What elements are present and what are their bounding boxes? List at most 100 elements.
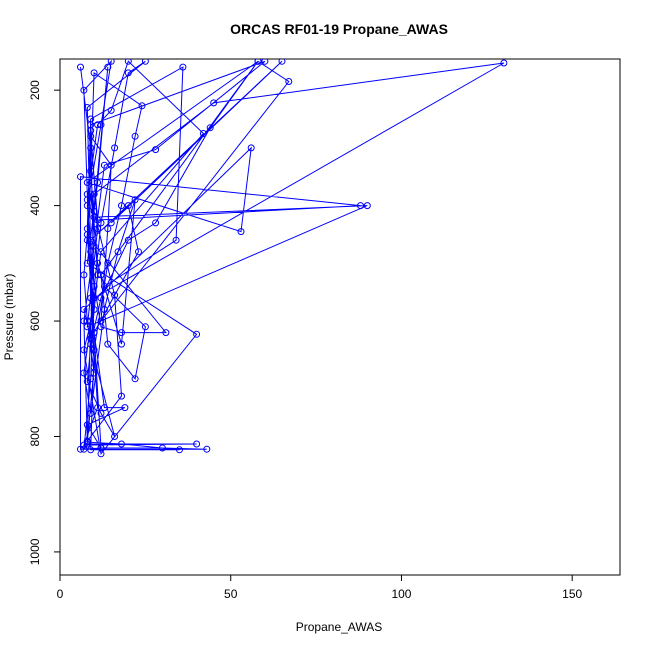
data-point bbox=[90, 369, 98, 377]
data-point bbox=[118, 202, 125, 210]
chart-title: ORCAS RF01-19 Propane_AWAS bbox=[230, 21, 448, 37]
data-point bbox=[87, 446, 95, 454]
data-point bbox=[162, 329, 170, 337]
data-point bbox=[80, 86, 88, 94]
data-point bbox=[124, 202, 132, 210]
data-layer bbox=[77, 59, 508, 458]
data-point bbox=[158, 444, 166, 452]
data-point bbox=[94, 225, 102, 233]
plot-frame bbox=[59, 58, 621, 576]
x-tick-label: 0 bbox=[57, 587, 64, 601]
data-point bbox=[100, 282, 108, 290]
data-point bbox=[83, 196, 91, 204]
data-point bbox=[80, 445, 88, 453]
data-point bbox=[107, 219, 115, 227]
data-point bbox=[94, 121, 102, 129]
data-point bbox=[90, 346, 98, 354]
data-point bbox=[83, 317, 91, 325]
data-point bbox=[77, 445, 84, 453]
data-point bbox=[83, 421, 91, 429]
data-point bbox=[111, 144, 119, 152]
data-point bbox=[87, 167, 95, 175]
data-point bbox=[100, 161, 108, 169]
data-point bbox=[124, 59, 132, 65]
data-point bbox=[210, 99, 218, 107]
data-point bbox=[94, 259, 102, 267]
data-point bbox=[141, 323, 149, 331]
data-point bbox=[199, 130, 207, 137]
data-point bbox=[193, 330, 201, 338]
data-point bbox=[114, 248, 122, 256]
data-point bbox=[83, 104, 91, 111]
data-point bbox=[87, 144, 95, 152]
data-point bbox=[193, 440, 201, 448]
data-point bbox=[104, 225, 112, 233]
data-point bbox=[90, 306, 98, 313]
data-point bbox=[97, 271, 105, 279]
data-point bbox=[363, 202, 371, 210]
data-point bbox=[77, 173, 84, 181]
data-point bbox=[278, 59, 286, 65]
data-point bbox=[83, 437, 91, 445]
data-point bbox=[176, 446, 183, 454]
x-tick-label: 50 bbox=[224, 587, 238, 601]
data-point bbox=[94, 271, 102, 279]
data-point bbox=[206, 124, 214, 132]
y-axis: 200 400 600 800 1000 bbox=[28, 80, 60, 565]
data-point bbox=[237, 228, 245, 236]
data-point bbox=[83, 259, 91, 267]
data-point bbox=[107, 161, 115, 169]
data-point bbox=[87, 294, 95, 302]
y-tick-label: 1000 bbox=[28, 538, 42, 565]
data-point bbox=[131, 375, 139, 383]
data-point bbox=[254, 59, 262, 65]
data-point bbox=[261, 59, 269, 65]
data-point bbox=[87, 236, 95, 244]
data-point bbox=[97, 409, 105, 417]
series-line bbox=[80, 59, 505, 455]
data-point bbox=[111, 433, 119, 440]
data-point bbox=[77, 63, 84, 71]
data-point bbox=[80, 317, 88, 325]
data-point bbox=[131, 132, 139, 140]
data-point bbox=[83, 236, 91, 244]
data-point bbox=[107, 106, 115, 114]
data-point bbox=[104, 259, 112, 267]
data-point bbox=[118, 392, 125, 400]
data-point bbox=[152, 146, 160, 154]
data-point bbox=[90, 69, 98, 77]
data-point bbox=[100, 404, 108, 412]
data-point bbox=[107, 59, 115, 65]
data-point bbox=[247, 144, 255, 152]
data-point bbox=[172, 236, 180, 244]
data-point bbox=[94, 404, 102, 412]
data-point bbox=[124, 236, 132, 244]
data-point bbox=[94, 179, 102, 186]
data-point bbox=[121, 404, 129, 412]
data-point bbox=[80, 346, 88, 354]
data-point bbox=[118, 340, 125, 348]
data-point bbox=[90, 242, 98, 250]
data-point bbox=[124, 69, 132, 77]
data-point bbox=[83, 179, 91, 186]
data-point bbox=[87, 248, 95, 256]
data-point bbox=[90, 282, 98, 290]
data-point bbox=[90, 213, 98, 221]
data-point bbox=[97, 248, 105, 256]
y-axis-label: Pressure (mbar) bbox=[2, 274, 16, 361]
data-point bbox=[83, 225, 91, 233]
data-point bbox=[357, 202, 364, 210]
data-point bbox=[285, 78, 293, 85]
data-point bbox=[104, 63, 112, 71]
y-tick-label: 600 bbox=[28, 311, 42, 331]
data-point bbox=[135, 248, 142, 256]
data-point bbox=[141, 59, 149, 65]
y-tick-label: 800 bbox=[28, 426, 42, 446]
x-tick-label: 100 bbox=[391, 587, 411, 601]
data-point bbox=[80, 306, 88, 313]
data-point bbox=[179, 63, 187, 71]
data-point bbox=[104, 340, 112, 348]
data-point bbox=[118, 440, 125, 448]
data-point bbox=[80, 271, 88, 279]
